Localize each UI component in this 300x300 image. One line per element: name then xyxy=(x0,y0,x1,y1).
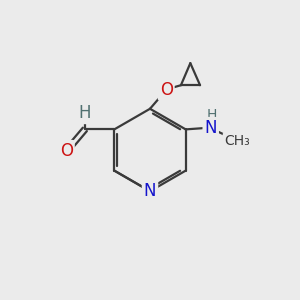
Text: CH₃: CH₃ xyxy=(224,134,250,148)
Text: H: H xyxy=(206,108,217,122)
Text: O: O xyxy=(160,81,173,99)
Text: O: O xyxy=(60,142,73,160)
Text: N: N xyxy=(144,182,156,200)
Text: N: N xyxy=(205,119,217,137)
Text: H: H xyxy=(79,104,91,122)
